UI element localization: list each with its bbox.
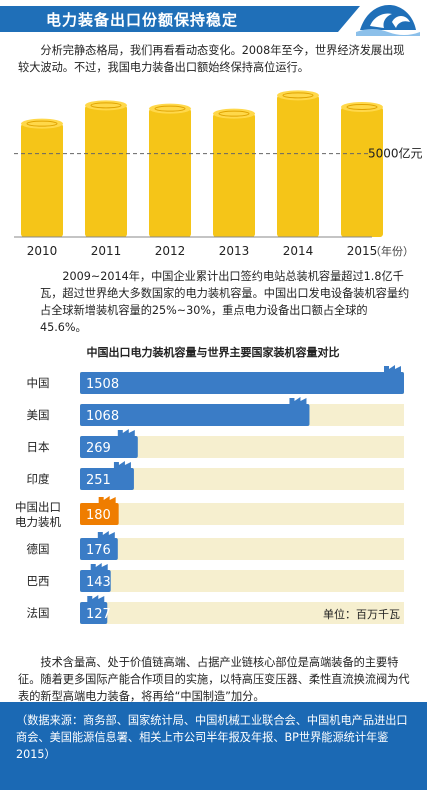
bar-track <box>80 538 404 560</box>
x-tick-label: 2010 <box>27 244 58 258</box>
category-label: 日本 <box>27 440 50 454</box>
category-label: 美国 <box>27 408 50 422</box>
factory-icon <box>90 563 108 570</box>
category-label: 中国 <box>27 376 50 390</box>
x-axis-unit: （年份） <box>370 244 414 258</box>
bar-176 <box>80 538 118 560</box>
bar-track <box>80 468 404 490</box>
coin-top <box>213 108 255 119</box>
bar-1508 <box>80 372 404 394</box>
bar-2011 <box>85 105 127 237</box>
bar-180 <box>80 503 119 525</box>
category-label: 法国 <box>27 606 50 620</box>
coin-top <box>85 100 127 111</box>
intro-paragraph: 分析完静态格局，我们再看看动态变化。2008年至今，世界经济发展出现较大波动。不… <box>18 44 405 74</box>
summary-paragraph: 技术含量高、处于价值链高端、占据产业链核心部位是高端装备的主要特征。随着更多国际… <box>18 656 410 703</box>
bar-track <box>80 602 404 624</box>
coin-rim <box>154 105 186 112</box>
bar-269 <box>80 436 138 458</box>
factory-icon <box>289 397 307 404</box>
capacity-comparison-chart: 中国出口电力装机容量与世界主要国家装机容量对比 1508 中国 1068 美国 269 日… <box>15 345 404 624</box>
bar-127 <box>80 602 108 624</box>
value-label: 1068 <box>86 409 119 424</box>
bar-1068 <box>80 404 310 426</box>
coin-rim <box>218 110 250 117</box>
coin-top <box>341 102 383 112</box>
bar-2012 <box>149 108 191 238</box>
header-bar <box>0 6 338 32</box>
value-label: 269 <box>86 441 111 456</box>
bar-251 <box>80 468 134 490</box>
page-title: 电力装备出口份额保持稳定 <box>46 11 239 29</box>
wave-icon <box>356 5 420 36</box>
bar-2015 <box>341 107 383 237</box>
coin-rim <box>26 120 58 127</box>
export-value-chart: 5000亿元 2010 2011 2012 2013 2014 2015 （年份） <box>14 90 423 258</box>
bar-143 <box>80 570 111 592</box>
category-label: 电力装机 <box>15 515 61 529</box>
value-label: 180 <box>86 508 111 523</box>
reference-line-label: 5000亿元 <box>368 146 423 161</box>
coin-rim <box>346 104 378 110</box>
bar-track <box>80 436 404 458</box>
bar-2013 <box>213 113 255 237</box>
coin-top <box>277 90 319 101</box>
x-tick-label: 2015 <box>347 244 378 258</box>
source-footer: （数据来源：商务部、国家统计局、中国机械工业联合会、中国机电产品进出口商会、美国… <box>0 702 427 790</box>
capacity-paragraph: 2009~2014年，中国企业累计出口签约电站总装机容量超过1.8亿千瓦，超过世… <box>40 270 410 334</box>
header-bar-tip <box>338 6 360 32</box>
bar-2010 <box>21 123 63 237</box>
x-tick-label: 2012 <box>155 244 186 258</box>
value-label: 1508 <box>86 377 119 392</box>
bar-2014 <box>277 95 319 237</box>
coin-rim <box>90 102 122 109</box>
bar-track <box>80 570 404 592</box>
factory-icon <box>384 365 401 372</box>
category-label: 德国 <box>27 542 50 556</box>
x-tick-label: 2013 <box>219 244 250 258</box>
section-header: 电力装备出口份额保持稳定 <box>0 0 427 36</box>
value-label: 176 <box>86 543 111 558</box>
factory-icon <box>117 429 135 436</box>
coin-top <box>21 118 63 129</box>
value-label: 251 <box>86 473 111 488</box>
value-label: 127 <box>86 607 111 622</box>
value-label: 143 <box>86 575 111 590</box>
unit-label: 单位：百万千瓦 <box>323 607 400 621</box>
source-note: （数据来源：商务部、国家统计局、中国机械工业联合会、中国机电产品进出口商会、美国… <box>16 714 408 761</box>
bar-track <box>80 503 404 525</box>
factory-icon <box>87 595 105 602</box>
coin-rim <box>282 92 314 99</box>
factory-icon <box>98 496 116 503</box>
x-tick-label: 2011 <box>91 244 122 258</box>
factory-icon <box>113 461 131 468</box>
coin-top <box>149 103 191 114</box>
category-label: 印度 <box>27 472 50 486</box>
chart-title: 中国出口电力装机容量与世界主要国家装机容量对比 <box>87 345 340 359</box>
category-label: 巴西 <box>27 574 50 588</box>
x-tick-label: 2014 <box>283 244 314 258</box>
factory-icon <box>97 531 115 538</box>
category-label: 中国出口 <box>15 500 61 514</box>
